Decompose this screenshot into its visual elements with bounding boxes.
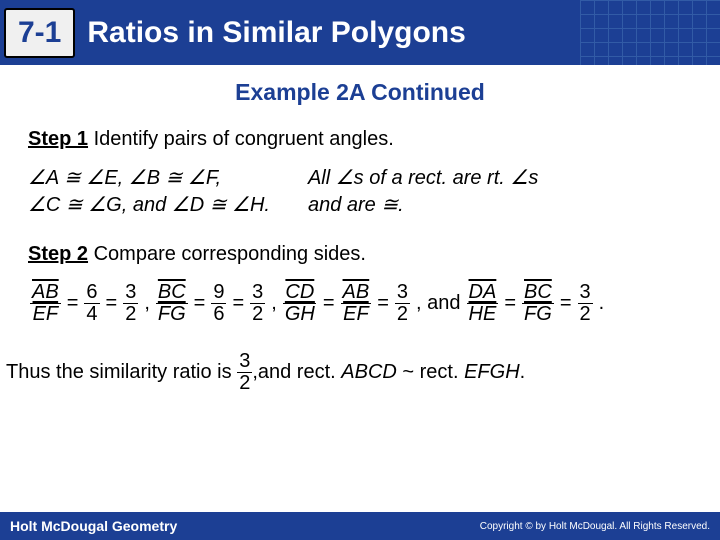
frac-bc-fg: BC FG [156,282,188,325]
frac-9-6: 9 6 [211,282,226,325]
footer-copyright: Copyright © by Holt McDougal. All Rights… [480,521,710,532]
angle-line2: ∠C ≅ ∠G, and ∠D ≅ ∠H. [28,192,270,219]
frac-3-2-d: 3 2 [578,282,593,325]
frac-bc-fg-2: BC FG [522,282,554,325]
frac-3-2-c: 3 2 [395,282,410,325]
lesson-title: Ratios in Similar Polygons [87,16,465,50]
angle-line1: ∠A ≅ ∠E, ∠B ≅ ∠F, [28,165,270,192]
conclusion-prefix: Thus the similarity ratio is [6,361,232,384]
reason-line1: All ∠s of a rect. are rt. ∠s [308,165,538,192]
example-title: Example 2A Continued [0,79,720,106]
step1-angles-row: ∠A ≅ ∠E, ∠B ≅ ∠F, ∠C ≅ ∠G, and ∠D ≅ ∠H. … [28,165,692,219]
angle-pairs: ∠A ≅ ∠E, ∠B ≅ ∠F, ∠C ≅ ∠G, and ∠D ≅ ∠H. [28,165,270,219]
footer-brand: Holt McDougal Geometry [10,518,177,534]
frac-3-2-b: 3 2 [250,282,265,325]
footer-bar: Holt McDougal Geometry Copyright © by Ho… [0,512,720,540]
ratio-row: AB EF = 6 4 = 3 2 , BC FG = 9 6 = 3 2 , [28,282,692,325]
similarity-ratio-frac: 3 2 [237,351,252,394]
frac-da-he: DA HE [467,282,499,325]
header-grid-decor [580,0,720,65]
content-area: Step 1 Identify pairs of congruent angle… [0,126,720,325]
frac-ab-ef-2: AB EF [341,282,372,325]
step2-line: Step 2 Compare corresponding sides. [28,241,692,268]
step1-desc: Identify pairs of congruent angles. [94,128,394,150]
frac-ab-ef: AB EF [30,282,61,325]
frac-3-2-a: 3 2 [123,282,138,325]
step2-desc: Compare corresponding sides. [94,243,366,265]
section-number-badge: 7-1 [4,8,75,58]
frac-cd-gh: CD GH [283,282,317,325]
lesson-header: 7-1 Ratios in Similar Polygons [0,0,720,65]
reason-line2: and are ≅. [308,192,538,219]
step2-label: Step 2 [28,243,88,265]
conclusion-line: Thus the similarity ratio is 3 2 , and r… [0,351,720,394]
conclusion-suffix: and rect. ABCD ~ rect. EFGH. [258,361,525,384]
angle-reason: All ∠s of a rect. are rt. ∠s and are ≅. [308,165,538,219]
step1-line: Step 1 Identify pairs of congruent angle… [28,126,692,153]
step1-label: Step 1 [28,128,88,150]
frac-6-4: 6 4 [84,282,99,325]
